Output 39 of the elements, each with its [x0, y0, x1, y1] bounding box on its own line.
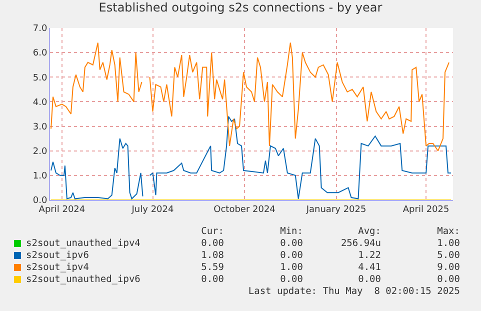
legend-label: s2sout_ipv6 [26, 250, 89, 262]
y-tick-label: 5.0 [32, 73, 48, 84]
x-tick-label: July 2024 [130, 204, 174, 215]
text: 5.00 [437, 250, 460, 262]
text: Cur: [201, 226, 224, 238]
text: Last update: Thu May 8 02:00:15 2025 [248, 286, 460, 298]
text: 256.94u [340, 238, 381, 250]
legend-label: s2sout_unauthed_ipv4 [26, 238, 140, 250]
text: 1.00 [437, 238, 460, 250]
legend-label: s2sout_ipv4 [26, 262, 89, 274]
y-tick-label: 4.0 [32, 98, 48, 108]
y-tick-label: 0.0 [32, 196, 48, 206]
x-tick-label: April 2024 [38, 204, 86, 215]
y-tick-label: 2.0 [32, 147, 48, 158]
text: 0.00 [280, 274, 303, 286]
y-tick-label: 6.0 [32, 48, 48, 59]
text: 1.00 [280, 262, 303, 274]
text: Avg: [358, 226, 381, 238]
text: 5.59 [201, 262, 224, 274]
text: 1.08 [201, 250, 224, 262]
text: 0.00 [201, 238, 224, 250]
x-tick-label: October 2024 [214, 204, 276, 215]
text: 4.41 [358, 262, 381, 274]
y-tick-label: 7.0 [32, 24, 48, 34]
x-tick-label: January 2025 [305, 204, 366, 215]
text: 1.22 [358, 250, 381, 262]
chart-title: Established outgoing s2s connections - by year [98, 0, 382, 15]
y-tick-label: 3.0 [32, 122, 48, 132]
x-tick-label: April 2025 [402, 204, 450, 215]
text: 0.00 [280, 250, 303, 262]
text: Max: [437, 226, 460, 238]
text: 0.00 [201, 274, 224, 286]
text: 0.00 [437, 274, 460, 286]
legend-label: s2sout_unauthed_ipv6 [26, 274, 140, 286]
text: 0.00 [280, 238, 303, 250]
text: Min: [280, 226, 303, 238]
text: 0.00 [358, 274, 381, 286]
y-tick-label: 1.0 [32, 172, 48, 182]
text: 9.00 [437, 262, 460, 274]
